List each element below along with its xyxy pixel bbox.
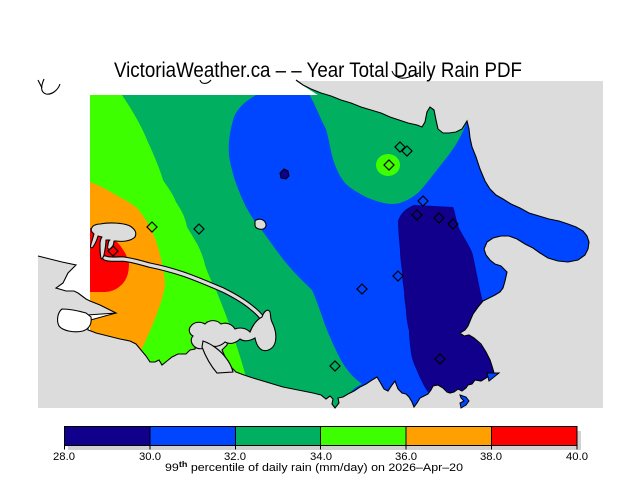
svg-text:36.0: 36.0 (395, 451, 417, 463)
svg-text:30.0: 30.0 (139, 451, 161, 463)
svg-text:34.0: 34.0 (310, 451, 332, 463)
svg-text:32.0: 32.0 (224, 451, 246, 463)
svg-text:28.0: 28.0 (53, 451, 75, 463)
svg-text:38.0: 38.0 (480, 451, 502, 463)
svg-text:VictoriaWeather.ca – – Year To: VictoriaWeather.ca – – Year Total Daily … (114, 59, 522, 82)
svg-text:40.0: 40.0 (566, 451, 588, 463)
